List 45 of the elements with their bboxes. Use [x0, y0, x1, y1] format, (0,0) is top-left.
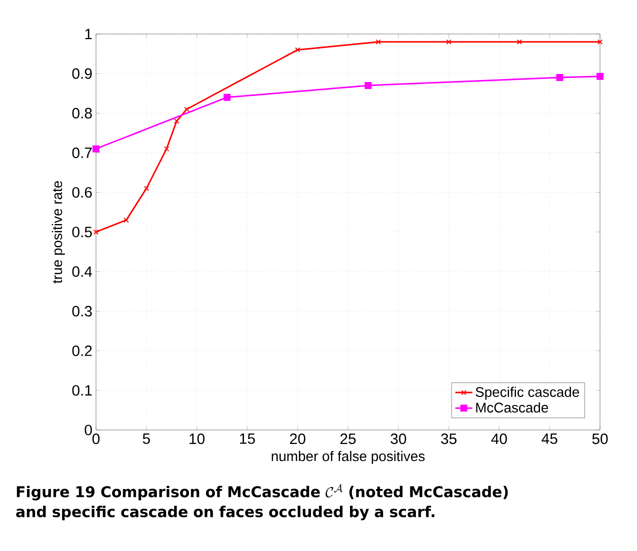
- y-tick-label: 0.6: [72, 187, 92, 198]
- x-axis-title: number of false positives: [272, 450, 425, 464]
- y-tick-label: 0.7: [72, 147, 92, 158]
- y-tick-label: 0.9: [72, 68, 92, 79]
- point: [184, 106, 190, 112]
- x-tick-label: 5: [142, 434, 150, 444]
- point: [124, 217, 129, 223]
- y-tick-label: 0.4: [72, 266, 92, 277]
- point: [224, 94, 231, 101]
- point: [174, 118, 180, 124]
- x-tick-label: 0: [92, 434, 100, 444]
- y-axis-title: true positive rate: [52, 181, 65, 284]
- point: [376, 39, 381, 45]
- text: (noted McCascade): [349, 486, 508, 500]
- y-tick-label: 0.5: [72, 226, 92, 238]
- text: and specific cascade on faces occluded by a scarf.: [16, 506, 434, 520]
- point: [144, 186, 150, 192]
- caption: Figure 19: [16, 486, 95, 500]
- point: [596, 72, 604, 80]
- y-tick-label: 0.8: [72, 108, 92, 118]
- point: [164, 146, 170, 152]
- x-tick-label: 20: [290, 434, 306, 444]
- point: [446, 39, 452, 45]
- x-tick-label: 15: [240, 434, 255, 444]
- point: [364, 82, 372, 89]
- y-tick-label: 0.2: [72, 345, 92, 356]
- point: [516, 39, 522, 45]
- x-tick-label: 25: [340, 434, 356, 444]
- x-tick-label: 45: [542, 434, 558, 444]
- y-tick-label: 0.3: [72, 306, 92, 316]
- point: [92, 145, 100, 152]
- legend-label: McCascade: [476, 402, 548, 413]
- text: Comparison of McCascade: [101, 486, 320, 500]
- x-tick-label: 10: [190, 434, 205, 444]
- point: [556, 74, 564, 82]
- point: [294, 47, 300, 52]
- y-tick-label: 1: [85, 28, 92, 40]
- y-tick-label: 0.1: [72, 385, 92, 396]
- x-tick-label: 40: [491, 434, 507, 444]
- x-tick-label: 30: [390, 434, 406, 444]
- text: $\mathcal{C}^{\mathcal{A}}$: [326, 484, 343, 498]
- legend-label: Specific cascade: [476, 386, 580, 400]
- x-tick-label: 35: [441, 434, 456, 444]
- y-tick-label: 0: [84, 424, 92, 436]
- x-tick-label: 50: [592, 434, 608, 444]
